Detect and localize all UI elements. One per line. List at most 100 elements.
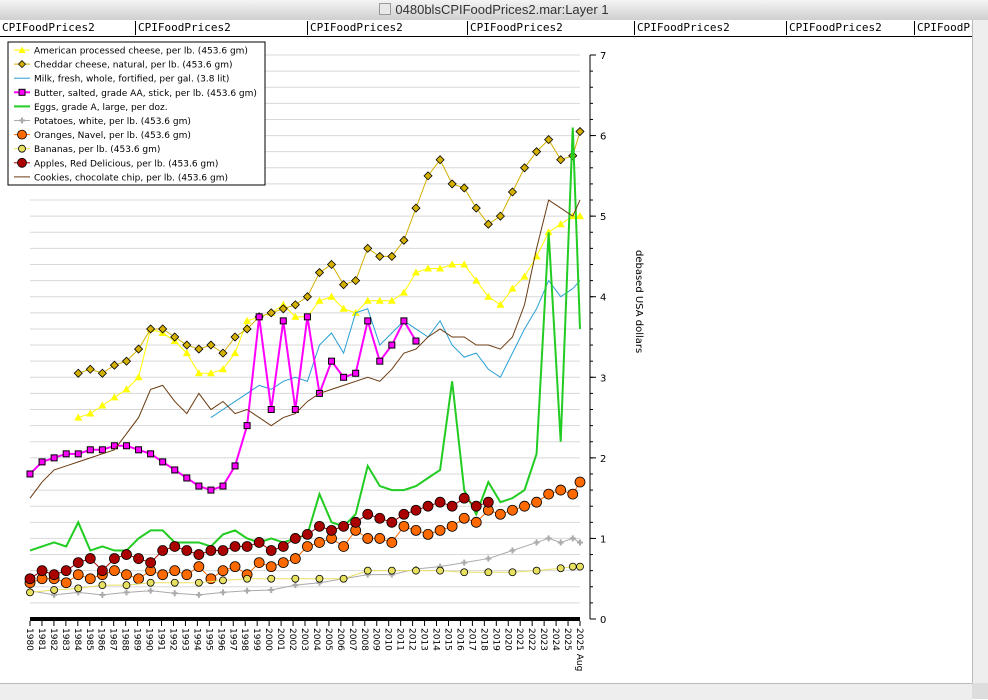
data-point	[84, 573, 96, 585]
data-point	[567, 488, 579, 500]
series-butter	[26, 313, 420, 494]
data-point	[544, 135, 554, 145]
data-point	[387, 251, 397, 261]
tab-cpi-2[interactable]: CPIFoodPrices2	[135, 21, 231, 35]
vertical-scrollbar[interactable]	[972, 20, 988, 683]
tab-cpi-1[interactable]: CPIFoodPrices2	[2, 21, 95, 34]
data-point	[123, 589, 130, 596]
data-point	[244, 587, 251, 594]
data-point	[412, 337, 420, 345]
x-tick-label: 2011	[395, 628, 405, 651]
data-point	[496, 300, 505, 308]
data-point	[121, 549, 132, 560]
tab-cpi-4[interactable]: CPIFoodPrices2	[467, 21, 563, 35]
x-tick-label: 2010	[383, 628, 393, 651]
data-point	[62, 450, 70, 458]
legend-swatch-marker	[18, 88, 26, 96]
tab-cpi-5[interactable]: CPIFoodPrices2	[634, 21, 730, 35]
data-point	[218, 365, 227, 373]
data-point	[169, 565, 181, 577]
data-point	[169, 541, 181, 552]
data-point	[157, 545, 169, 556]
tab-cpi-6[interactable]: CPIFoodPrices2	[786, 21, 882, 35]
window-title: 0480blsCPIFoodPrices2.mar:Layer 1	[0, 2, 988, 17]
data-point	[314, 520, 325, 532]
series-line-milk	[210, 279, 581, 418]
data-point	[72, 557, 84, 568]
legend-swatch-marker	[17, 60, 27, 69]
series-cheese_ched	[73, 126, 585, 378]
data-point	[484, 292, 493, 300]
data-point	[267, 406, 275, 414]
data-point	[386, 537, 398, 548]
x-tick-label: 2004	[311, 628, 321, 651]
data-point	[242, 324, 252, 334]
x-tick-label: 1989	[132, 628, 142, 651]
data-point	[376, 357, 384, 365]
data-point	[291, 574, 300, 583]
window-titlebar[interactable]: 0480blsCPIFoodPrices2.mar:Layer 1	[0, 0, 988, 21]
data-point	[520, 272, 529, 280]
data-point	[448, 260, 457, 268]
legend: American processed cheese, per lb. (453.…	[7, 41, 266, 186]
data-point	[315, 296, 324, 304]
data-point	[133, 573, 144, 585]
data-point	[60, 565, 72, 577]
data-point	[291, 406, 299, 414]
data-point	[302, 541, 313, 552]
tab-cpi-7[interactable]: CPIFoodPrices2	[914, 21, 972, 35]
x-tick-label: 2013	[419, 628, 429, 651]
legend-label: Butter, salted, grade AA, stick, per lb.…	[34, 89, 257, 99]
data-point	[485, 555, 492, 562]
series-line-cookies	[29, 199, 581, 499]
data-point	[122, 385, 131, 393]
data-point	[147, 450, 155, 458]
data-point	[193, 549, 205, 560]
data-point	[422, 500, 434, 512]
x-tick-label: 2006	[335, 628, 345, 651]
data-point	[494, 508, 506, 520]
data-point	[253, 537, 265, 548]
data-point	[146, 324, 156, 334]
data-point	[72, 569, 84, 581]
data-point	[85, 364, 95, 374]
data-point	[470, 516, 482, 528]
data-point	[121, 356, 132, 366]
data-point	[109, 565, 120, 577]
data-point	[170, 332, 180, 342]
data-point	[387, 296, 396, 304]
data-point	[110, 442, 118, 450]
data-point	[171, 590, 178, 597]
data-point	[375, 296, 384, 304]
document-icon	[379, 3, 392, 15]
data-point	[328, 357, 336, 365]
legend-swatch-marker	[18, 46, 26, 53]
legend-label: Potatoes, white, per lb. (453.6 gm)	[34, 117, 191, 127]
resize-corner[interactable]	[972, 683, 988, 699]
data-point	[159, 458, 167, 466]
data-point	[121, 569, 132, 581]
data-point	[458, 512, 470, 524]
y-tick-label: 2	[600, 454, 606, 465]
y-tick-label: 4	[600, 293, 606, 304]
horizontal-scrollbar[interactable]	[0, 683, 972, 700]
data-point	[556, 220, 565, 228]
tab-cpi-3[interactable]: CPIFoodPrices2	[307, 21, 403, 35]
data-point	[483, 219, 493, 229]
x-tick-label: 1983	[60, 628, 70, 651]
data-point	[508, 284, 517, 292]
data-point	[423, 171, 433, 181]
data-point	[314, 267, 325, 278]
x-tick-label: 1990	[144, 628, 154, 651]
data-point	[576, 212, 584, 220]
data-point	[484, 568, 493, 577]
data-point	[352, 369, 360, 377]
data-point	[181, 569, 193, 581]
data-point	[50, 454, 58, 462]
data-point	[435, 155, 445, 165]
data-point	[74, 584, 83, 593]
data-point	[292, 582, 299, 589]
legend-label: Apples, Red Delicious, per lb. (453.6 gm…	[34, 159, 218, 169]
data-point	[195, 591, 202, 598]
data-point	[230, 332, 240, 342]
